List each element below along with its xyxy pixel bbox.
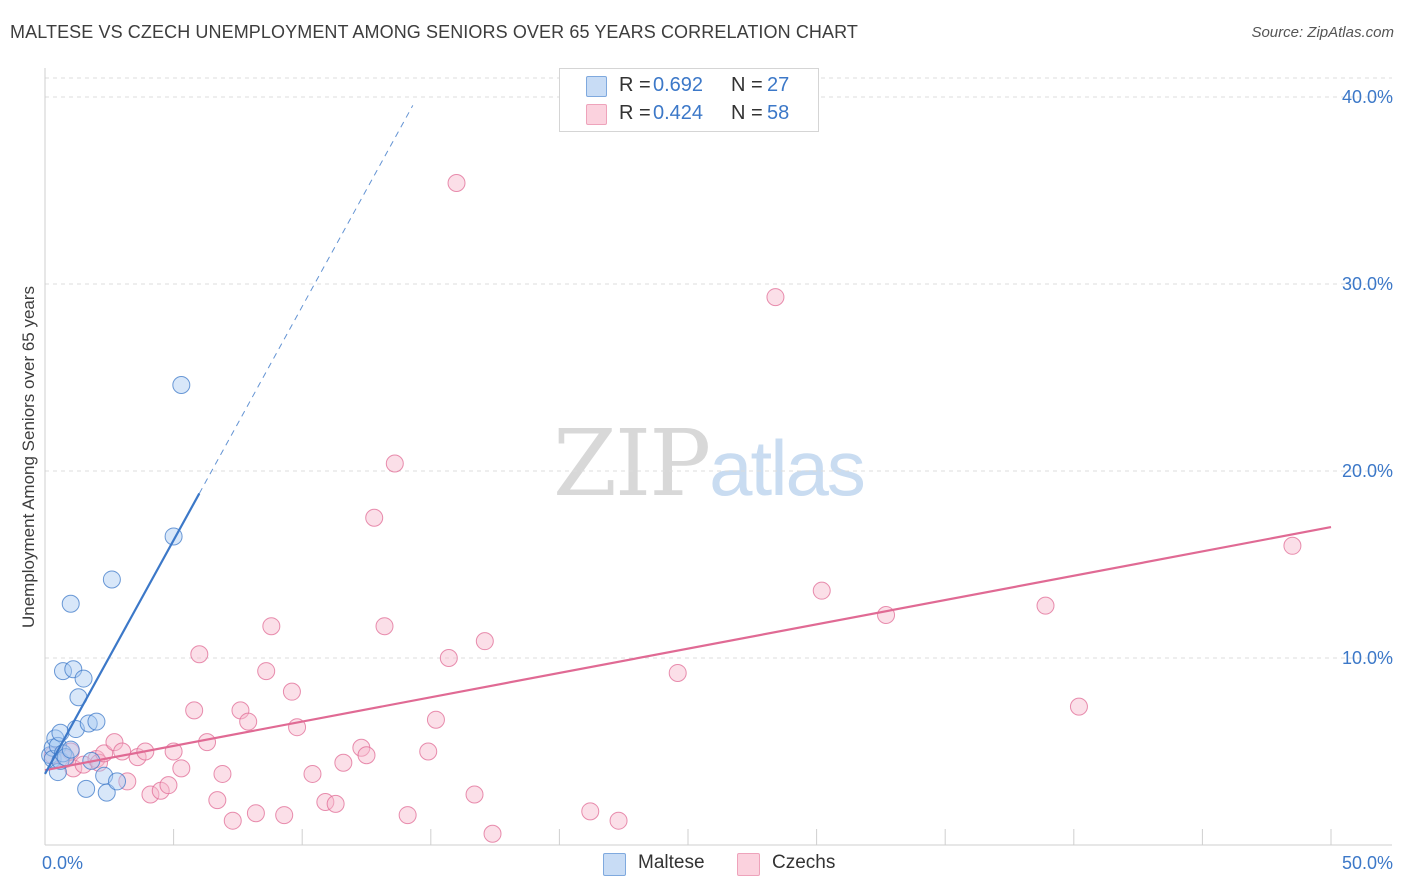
- maltese-point: [102, 570, 121, 589]
- czechs-point: [198, 733, 217, 752]
- czechs-point: [447, 174, 466, 193]
- grid-lines: [45, 77, 1392, 659]
- czechs-point: [334, 753, 353, 772]
- czechs-point: [213, 764, 232, 783]
- czechs-point: [190, 645, 209, 664]
- czechs-point: [668, 663, 687, 682]
- x-tick-label-min: 0.0%: [42, 853, 83, 873]
- czechs-point: [105, 733, 124, 752]
- legend-r-label: R =: [619, 74, 651, 96]
- czechs-swatch: [586, 104, 607, 125]
- maltese-trend-line: [44, 492, 201, 775]
- maltese-point: [64, 660, 83, 679]
- maltese-point: [74, 669, 93, 688]
- czechs-point: [1283, 536, 1302, 555]
- czechs-point: [303, 764, 322, 783]
- czechs-point: [262, 617, 281, 636]
- czechs-point: [475, 632, 494, 651]
- chart-title: MALTESE VS CZECH UNEMPLOYMENT AMONG SENI…: [10, 22, 859, 42]
- czechs-point: [581, 802, 600, 821]
- czechs-point: [465, 785, 484, 804]
- czechs-point: [326, 794, 345, 813]
- czechs-point: [439, 649, 458, 667]
- czechs-point: [118, 772, 137, 791]
- czechs-point: [172, 759, 191, 778]
- czechs-point: [275, 806, 294, 825]
- y-tick-label: 40.0%: [1342, 87, 1393, 107]
- czechs-point: [1069, 697, 1088, 716]
- legend-r-value: 0.424: [653, 102, 704, 124]
- watermark-atlas: atlas: [709, 424, 866, 512]
- maltese-legend-swatch: [603, 853, 626, 876]
- maltese-swatch: [586, 76, 607, 97]
- watermark: ZIPatlas: [553, 410, 866, 517]
- legend-r-value: 0.692: [653, 74, 704, 96]
- maltese-point: [79, 714, 98, 733]
- czechs-point: [282, 682, 301, 701]
- czechs-point: [239, 712, 258, 731]
- maltese-point: [172, 375, 191, 394]
- czechs-point: [419, 742, 438, 761]
- czechs-legend-label: Czechs: [772, 852, 836, 873]
- czechs-point: [357, 746, 376, 765]
- czechs-point: [223, 811, 242, 830]
- maltese-point: [108, 772, 127, 791]
- y-axis-label: Unemployment Among Seniors over 65 years: [19, 286, 38, 628]
- czechs-point: [609, 811, 628, 830]
- axes: [44, 68, 1392, 846]
- legend-n-value: 27: [767, 74, 790, 96]
- maltese-legend-label: Maltese: [638, 852, 705, 873]
- maltese-point: [61, 594, 80, 613]
- czechs-legend-swatch: [737, 853, 760, 876]
- y-tick-label: 20.0%: [1342, 461, 1393, 481]
- trend-lines: [44, 105, 1332, 775]
- czechs-trend-line: [44, 526, 1332, 772]
- czechs-point: [812, 581, 831, 600]
- maltese-point: [87, 712, 106, 731]
- y-tick-label: 10.0%: [1342, 648, 1393, 668]
- czechs-point: [385, 454, 404, 473]
- correlation-legend: R = 0.692 N = 27 R = 0.424 N = 58: [559, 68, 819, 132]
- legend-r-label: R =: [619, 102, 651, 124]
- legend-n-label: N =: [731, 74, 763, 96]
- watermark-zip: ZIP: [553, 410, 711, 517]
- czechs-point: [365, 508, 384, 527]
- czechs-point: [159, 776, 178, 795]
- y-tick-label: 30.0%: [1342, 274, 1393, 294]
- legend-n-label: N =: [731, 102, 763, 124]
- czechs-points: [43, 174, 1302, 843]
- tick-labels: 10.0% 20.0% 30.0% 40.0% 0.0% 50.0%: [42, 87, 1393, 873]
- x-tick-label-max: 50.0%: [1342, 853, 1393, 873]
- czechs-point: [246, 804, 265, 823]
- czechs-point: [398, 806, 417, 825]
- czechs-point: [141, 785, 160, 804]
- czechs-point: [1036, 596, 1055, 615]
- maltese-point: [77, 779, 96, 798]
- czechs-point: [426, 710, 445, 729]
- czechs-point: [483, 824, 502, 843]
- czechs-point: [375, 617, 394, 636]
- czechs-point: [208, 791, 227, 810]
- maltese-point: [97, 783, 116, 802]
- source-credit: Source: ZipAtlas.com: [1251, 24, 1394, 41]
- czechs-point: [185, 701, 204, 720]
- czechs-point: [257, 662, 276, 681]
- czechs-point: [766, 288, 785, 307]
- legend-n-value: 58: [767, 102, 790, 124]
- maltese-trend-extension: [198, 105, 414, 494]
- maltese-point: [61, 740, 80, 759]
